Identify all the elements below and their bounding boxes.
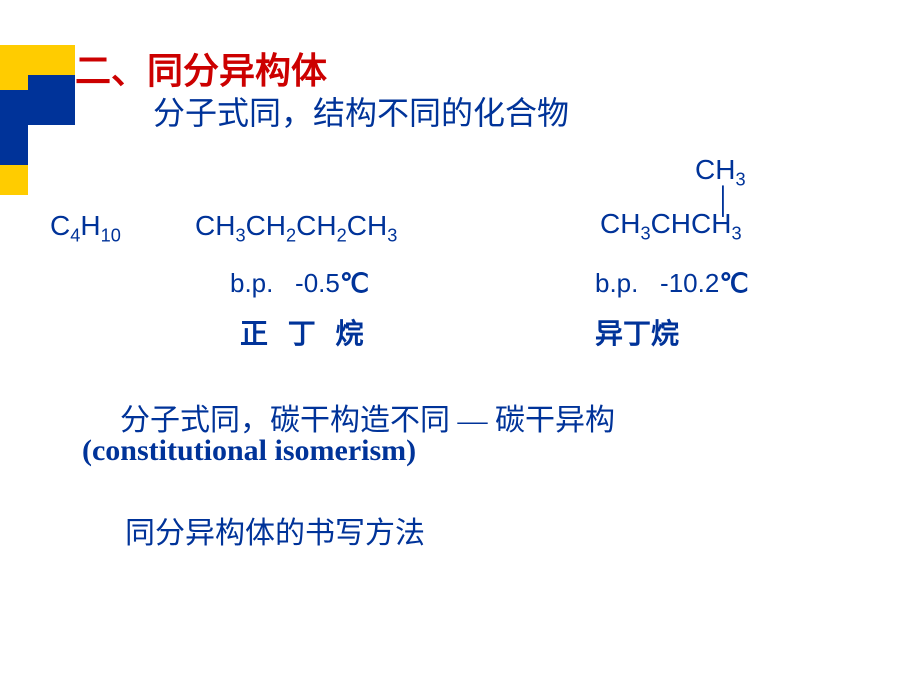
decor-yellow-bottom: [0, 165, 28, 195]
section-heading: 二、同分异构体: [75, 42, 327, 94]
section-subheading: 分子式同，结构不同的化合物: [153, 88, 569, 134]
decor-blue-left: [0, 90, 28, 165]
definition-english: (constitutional isomerism): [82, 434, 416, 468]
molecular-formula: C4H10: [50, 210, 121, 247]
boiling-point-2: b.p. -10.2℃: [595, 268, 749, 299]
boiling-point-1: b.p. -0.5℃: [230, 268, 369, 299]
compound-name-2: 异丁烷: [595, 312, 679, 352]
structure-n-butane: CH3CH2CH2CH3: [195, 210, 397, 247]
structure-isobutane-main: CH3CHCH3: [600, 208, 742, 245]
definition-chinese: 分子式同，碳干构造不同 — 碳干异构: [120, 395, 615, 439]
compound-name-1: 正 丁 烷: [240, 312, 370, 352]
decor-blue-square: [28, 75, 75, 125]
writing-method-heading: 同分异构体的书写方法: [125, 508, 425, 552]
